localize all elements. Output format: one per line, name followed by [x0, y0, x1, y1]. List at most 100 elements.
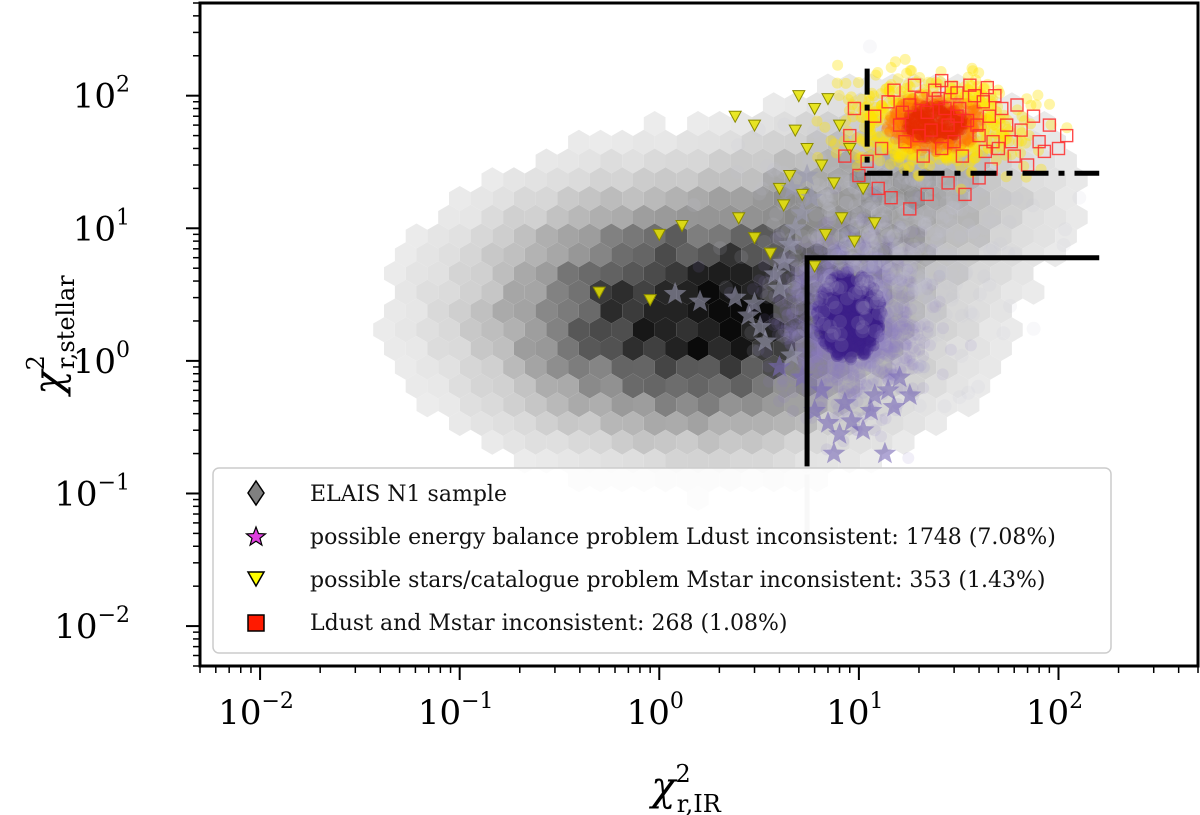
hexbin-cell	[936, 392, 958, 418]
density-dot	[816, 305, 829, 318]
hexbin-cell	[643, 336, 666, 361]
hexbin-cell	[503, 242, 525, 268]
density-dot	[820, 333, 833, 346]
density-dot	[825, 338, 838, 350]
density-dot	[874, 338, 887, 351]
density-dot	[837, 291, 850, 304]
density-dot	[834, 361, 847, 374]
hexbin-cell	[643, 411, 666, 436]
hexbin-cell	[557, 298, 579, 324]
density-dot	[900, 354, 913, 367]
hexbin-cell	[459, 317, 482, 343]
density-dot	[791, 280, 804, 293]
density-dot	[969, 152, 981, 164]
density-dot	[878, 303, 891, 316]
density-dot	[824, 336, 837, 349]
density-dot	[861, 343, 874, 356]
hexbin-cell	[481, 242, 504, 268]
density-dot	[859, 320, 872, 333]
density-dot	[811, 307, 824, 320]
density-dot	[848, 325, 861, 338]
hexbin-cell	[903, 223, 926, 249]
hexbin-cell	[773, 148, 796, 174]
density-dot	[834, 306, 847, 319]
density-dot	[858, 328, 871, 340]
density-dot	[926, 278, 939, 291]
density-dot	[881, 278, 894, 291]
density-dot	[850, 289, 863, 302]
density-dot	[856, 315, 869, 328]
hexbin-cell	[925, 373, 947, 399]
density-dot	[811, 318, 824, 331]
density-dot	[862, 260, 874, 273]
density-dot	[811, 274, 824, 287]
hexbin-cell	[492, 411, 514, 436]
density-dot	[895, 274, 908, 287]
density-dot	[875, 363, 888, 376]
density-dot	[779, 303, 792, 316]
hexbin-cell	[524, 392, 547, 418]
hexbin-cell	[849, 204, 872, 230]
density-dot	[850, 385, 863, 398]
density-dot	[987, 214, 1002, 229]
density-dot	[888, 143, 900, 155]
density-dot	[838, 298, 851, 311]
density-dot	[855, 347, 868, 359]
density-dot	[917, 361, 930, 374]
density-dot	[810, 365, 823, 378]
hexbin-cell	[492, 373, 514, 399]
hexbin-cell	[611, 354, 633, 380]
density-dot	[862, 297, 875, 310]
hexbin-cell	[643, 111, 666, 136]
density-dot	[821, 350, 833, 363]
density-dot	[834, 357, 847, 370]
density-dot	[876, 290, 889, 303]
density-dot	[814, 294, 827, 307]
density-dot	[837, 341, 850, 354]
density-dot	[909, 321, 921, 334]
density-dot	[839, 274, 852, 287]
density-dot	[863, 293, 876, 306]
density-dot	[825, 341, 838, 354]
density-dot	[833, 332, 845, 345]
density-dot	[990, 154, 1002, 166]
hexbin-cell	[827, 354, 850, 380]
density-dot	[849, 298, 862, 311]
hexbin-cell	[665, 336, 688, 361]
density-dot	[882, 340, 895, 353]
hexbin-cell	[546, 354, 569, 380]
density-dot	[845, 316, 858, 329]
hexbin-cell	[925, 261, 947, 286]
density-dot	[811, 364, 824, 376]
density-dot	[872, 304, 884, 317]
hexbin-cell	[784, 317, 807, 343]
hexbin-cell	[578, 223, 601, 249]
density-dot	[851, 281, 863, 294]
density-dot	[851, 334, 864, 347]
density-dot	[834, 239, 847, 252]
density-dot	[900, 338, 913, 351]
density-dot	[879, 331, 892, 344]
density-dot	[870, 308, 883, 321]
hexbin-cell	[925, 336, 947, 361]
density-dot	[829, 306, 842, 319]
density-dot	[753, 274, 766, 287]
density-dot	[861, 347, 874, 360]
density-dot	[835, 344, 848, 356]
hexbin-cell	[827, 317, 850, 343]
density-dot	[947, 119, 959, 130]
density-dot	[852, 317, 865, 330]
density-dot	[877, 262, 890, 275]
density-dot	[879, 339, 892, 352]
density-dot	[814, 341, 827, 354]
density-dot	[855, 322, 868, 335]
density-dot	[861, 285, 874, 298]
density-dot	[821, 257, 834, 270]
hexbin-cell	[979, 354, 1002, 380]
density-dot	[859, 266, 872, 279]
hexbin-cell	[752, 373, 774, 399]
density-dot	[873, 313, 886, 326]
density-dot	[1030, 99, 1042, 111]
density-dot	[906, 341, 919, 354]
density-dot	[767, 319, 780, 331]
